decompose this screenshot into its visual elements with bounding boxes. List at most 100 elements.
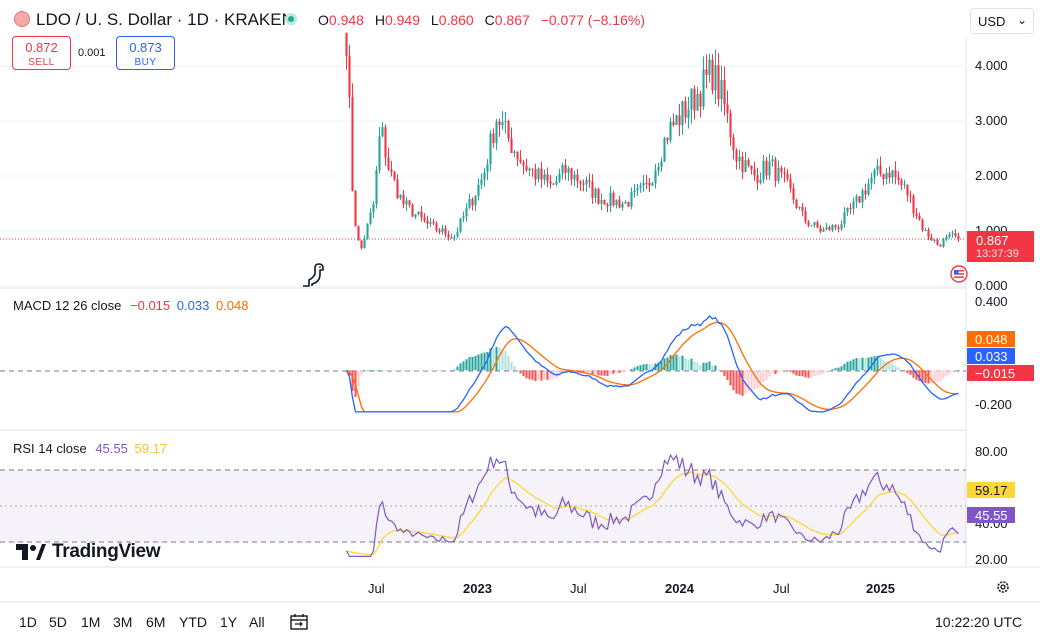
candles[interactable] [345,32,960,250]
range-all-button[interactable]: All [249,614,265,630]
chevron-down-icon: ⌄ [1016,13,1027,27]
candle-body [447,234,450,238]
macd-hist-bar [357,370,360,387]
candle-body [792,188,795,200]
candle-body [558,173,561,182]
candle-body [954,233,957,236]
candle-body [444,228,447,235]
range-3m-button[interactable]: 3M [113,614,133,630]
macd-hist-bar [738,370,741,395]
macd-hist-bar [819,370,822,375]
macd-hist-bar [777,370,780,373]
currency-select[interactable]: USD ⌄ [970,8,1034,34]
range-1d-button[interactable]: 1D [19,614,37,630]
macd-hist-bar [804,370,807,378]
rsi-legend[interactable]: RSI 14 close 45.55 59.17 [13,441,167,456]
price-tick: 0.000 [975,278,1008,293]
macd-hist-bar [504,351,507,371]
macd-tick: 0.400 [975,294,1008,309]
buy-price: 0.873 [129,40,162,55]
gear-icon[interactable] [996,580,1010,594]
utc-clock[interactable]: 10:22:20 UTC [935,614,1023,630]
symbol-title[interactable]: LDO / U. S. Dollar · 1D · KRAKEN [36,10,294,29]
macd-hist-bar [570,370,573,373]
macd-hist-bar [498,347,501,371]
us-flag-icon[interactable] [950,265,968,283]
macd-hist-bar [810,370,813,378]
macd-hist-bar [519,370,522,374]
macd-hist-bar [411,370,414,371]
candle-body [504,121,507,123]
currency-value: USD [978,14,1006,29]
candle-body [663,138,666,162]
candle-body [534,169,537,180]
calendar-range-icon[interactable] [289,612,309,632]
candle-body [693,88,696,111]
macd-legend[interactable]: MACD 12 26 close −0.015 0.033 0.048 [13,298,248,313]
high-key: H [374,12,385,28]
candle-body [432,221,435,224]
candle-body [561,165,564,174]
candle-body [531,168,534,170]
macd-hist-bar [825,370,828,372]
candle-body [681,101,684,126]
candle-body [399,194,402,199]
macd-hist-bar [930,370,933,384]
macd-hist-bar [948,370,951,375]
candle-body [882,173,885,180]
candle-body [771,159,774,162]
macd-hist-bar [771,370,774,374]
candle-body [414,214,417,217]
macd-tick: -0.200 [975,397,1012,412]
range-1y-button[interactable]: 1Y [220,614,238,630]
candle-body [621,203,624,208]
low-key: L [430,12,439,28]
macd-hist-bar [891,363,894,371]
candle-body [636,187,639,191]
macd-hist-bar [861,357,864,371]
macd-hist-bar [552,370,555,380]
bottom-toolbar: 1D 5D 1M 3M 6M YTD 1Y All 10:22:20 UTC [0,602,1040,643]
candle-body [897,176,900,181]
macd-hist-bar [741,370,744,396]
candle-body [348,55,351,97]
candle-body [759,179,762,183]
candle-body [393,171,396,180]
macd-hist-bar [735,370,738,394]
candle-body [495,121,498,144]
range-5d-button[interactable]: 5D [49,614,67,630]
macd-hist-bar [405,370,408,371]
macd-hist-bar [522,370,525,377]
dinosaur-icon[interactable] [300,262,328,288]
candle-body [711,59,714,91]
sell-button[interactable]: 0.872 SELL [12,36,71,70]
candle-body [870,177,873,184]
macd-hist-bar [714,365,717,371]
macd-hist-bar [774,370,777,374]
market-status-icon[interactable] [285,13,297,25]
candle-body [633,190,636,193]
range-1m-button[interactable]: 1M [81,614,101,630]
macd-hist-bar [696,362,699,371]
macd-hist-bar [843,363,846,371]
macd-hist-bar [441,370,444,371]
candle-body [405,200,408,205]
candle-body [879,165,882,174]
macd-hist-bar [942,370,945,379]
macd-hist-bar [429,370,432,371]
candle-body [420,211,423,218]
macd-hist-bar [453,368,456,371]
candle-body [657,166,660,171]
candle-body [435,223,438,231]
candle-body [891,170,894,178]
range-ytd-button[interactable]: YTD [179,614,207,630]
macd-hist-bar [924,370,927,383]
candle-body [474,195,477,206]
macd-hist-bar [558,370,561,377]
candle-body [687,109,690,118]
macd-hist-bar [789,370,792,372]
candle-body [783,172,786,174]
macd-hist-bar [639,365,642,371]
range-6m-button[interactable]: 6M [146,614,166,630]
buy-button[interactable]: 0.873 BUY [116,36,175,70]
